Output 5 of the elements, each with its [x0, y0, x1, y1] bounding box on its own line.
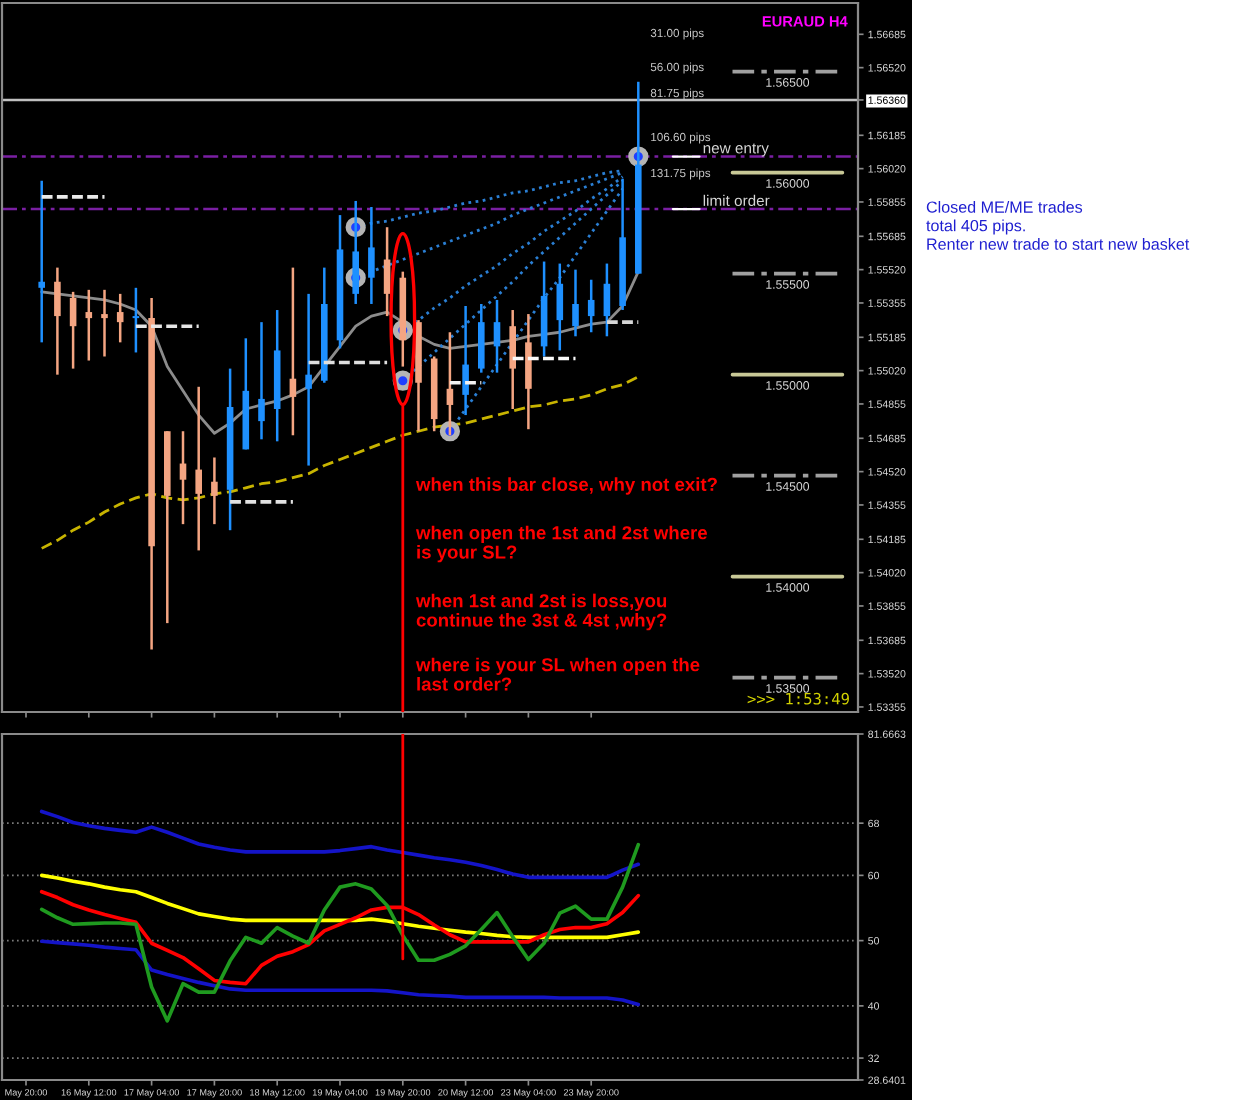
- text: Closed ME/ME trades total 405 pips. Renter new trade to start new basket: [926, 200, 1190, 250]
- annotation: where is your SL when open the last order?: [415, 657, 700, 691]
- annotation: when 1st and 2st is loss,you continue the 3st & 4st ,why?: [415, 593, 667, 631]
- annotation: when this bar close, why not exit?: [415, 477, 717, 495]
- annotation: when open the 1st and 2st where is your SL?: [415, 525, 707, 563]
